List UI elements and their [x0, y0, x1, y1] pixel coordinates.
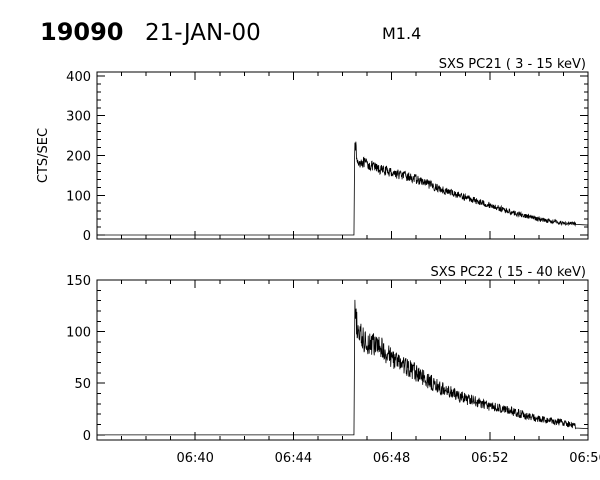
event-date: 21-JAN-00: [145, 20, 261, 46]
panel-title: SXS PC22 ( 15 - 40 keV): [430, 265, 586, 280]
panel-pc21: SXS PC21 ( 3 - 15 keV) CTS/SEC 0 100 200 300 4…: [36, 57, 589, 244]
x-tick-label: 06:44: [275, 451, 312, 466]
figure-header: 19090 21-JAN-00 M1.4: [40, 18, 421, 46]
x-tick-label: 06:52: [471, 451, 508, 466]
panel-pc22: SXS PC22 ( 15 - 40 keV) 0 50 100 150 06:40 06:…: [66, 265, 600, 466]
y-tick-label: 150: [66, 274, 91, 289]
y-tick-label: 0: [83, 229, 91, 244]
panel-title: SXS PC21 ( 3 - 15 keV): [439, 57, 586, 72]
y-axis-label: CTS/SEC: [36, 128, 51, 183]
x-tick-label: 06:56: [569, 451, 600, 466]
y-tick-label: 100: [66, 189, 91, 204]
y-tick-label: 50: [74, 377, 91, 392]
y-tick-label: 200: [66, 150, 91, 165]
x-tick-label: 06:40: [176, 451, 213, 466]
x-tick-label: 06:48: [373, 451, 410, 466]
y-tick-label: 400: [66, 70, 91, 85]
flare-class: M1.4: [382, 24, 421, 43]
series-line-0-0: [97, 141, 589, 236]
y-tick-label: 100: [66, 326, 91, 341]
y-tick-label: 300: [66, 110, 91, 125]
series-line-1-0: [97, 299, 589, 436]
plot-frame: [96, 279, 589, 441]
y-tick-label: 0: [83, 429, 91, 444]
event-id: 19090: [40, 18, 124, 46]
